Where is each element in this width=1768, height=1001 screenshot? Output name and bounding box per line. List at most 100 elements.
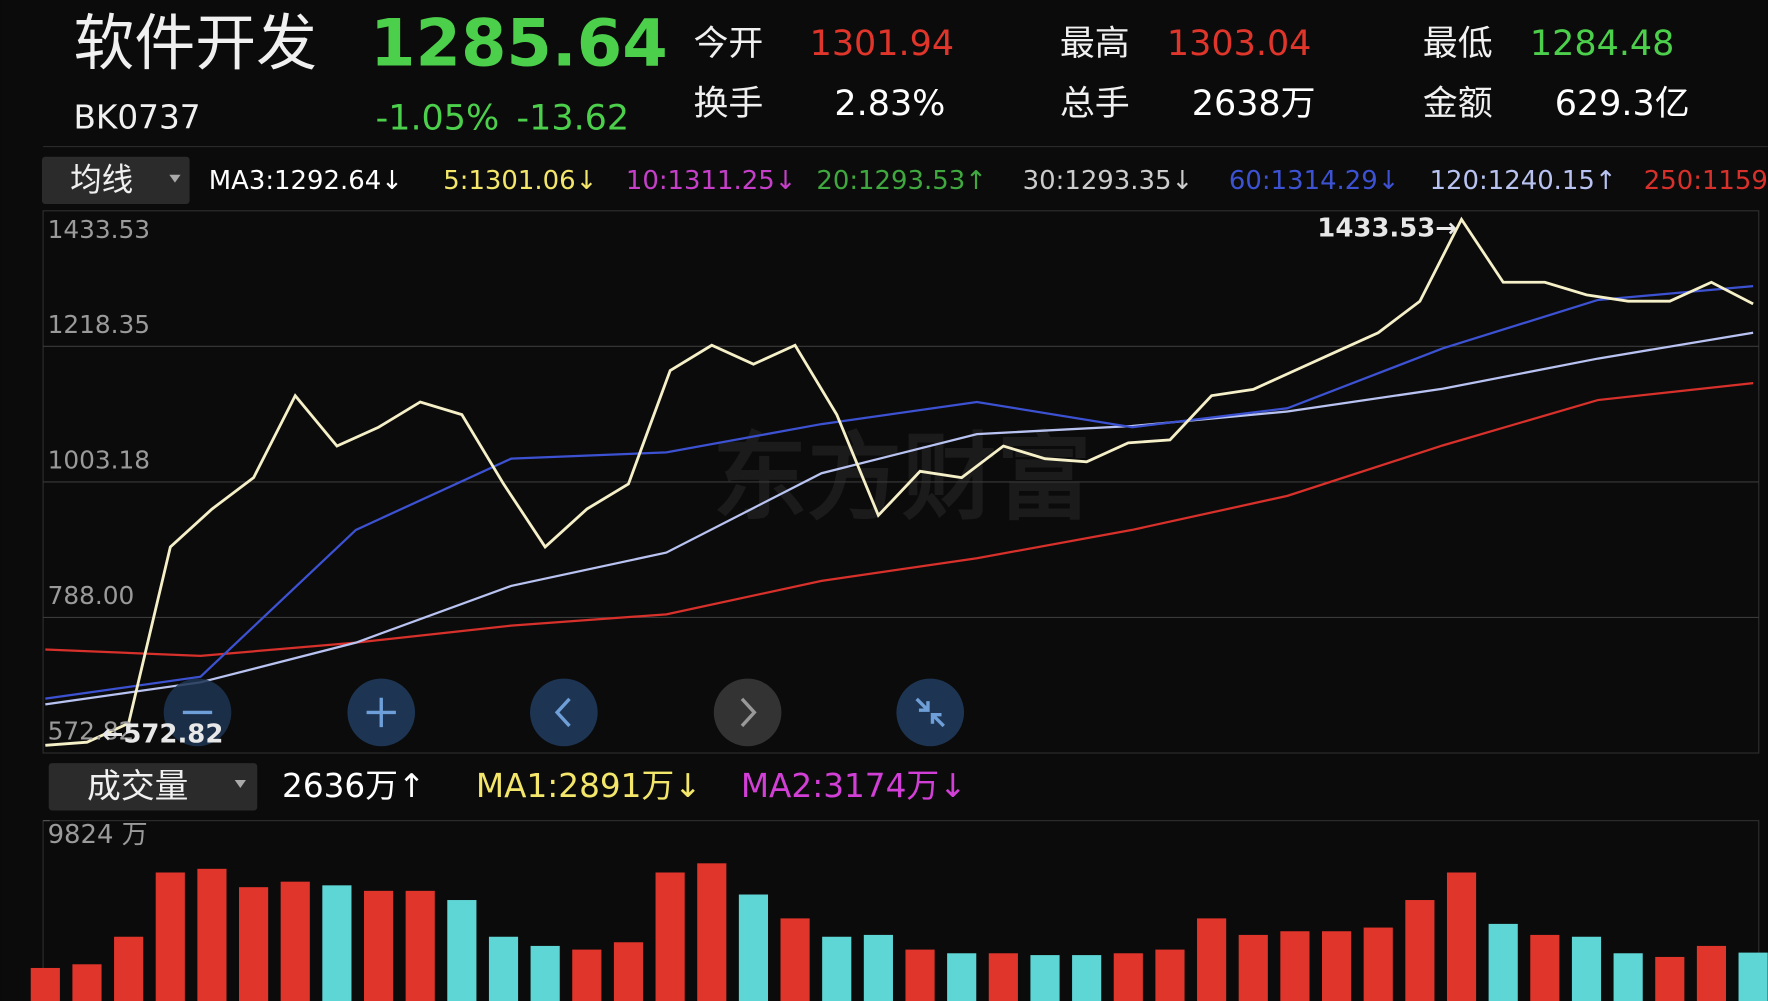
stat-label: 换手	[693, 84, 763, 124]
stat-label: 今开	[693, 24, 763, 64]
change: -13.62	[517, 98, 630, 138]
volume-bar	[1446, 872, 1477, 1001]
volume-bar	[1571, 936, 1602, 1001]
stat-value: 629.3亿	[1555, 84, 1690, 124]
button-bg[interactable]	[896, 678, 965, 747]
ma-legend: 10:1311.25↓	[626, 166, 797, 196]
volume-frame	[42, 820, 1760, 1001]
price-line	[45, 382, 1754, 657]
stat-label: 最高	[1060, 24, 1130, 64]
stat-label: 金额	[1423, 84, 1493, 124]
zoom-in-button[interactable]	[163, 678, 232, 747]
selector-label[interactable]: 均线	[70, 162, 133, 198]
ma-legend: 120:1240.15↑	[1430, 166, 1617, 196]
volume-bar	[1696, 945, 1727, 1001]
volume-bar	[780, 918, 810, 1001]
stat-value: 2638万	[1192, 84, 1316, 124]
volume-bar	[1030, 955, 1060, 1001]
volume-bar	[363, 890, 394, 1001]
price-line	[45, 331, 1754, 706]
watermark: 东方财富	[713, 424, 1092, 534]
button-bg[interactable]	[530, 678, 598, 747]
dropdown-arrow	[169, 174, 181, 183]
volume-bar	[1155, 949, 1185, 1001]
stock-name: 软件开发	[74, 8, 317, 79]
volume-bar	[280, 881, 310, 1001]
volume-bar	[1613, 953, 1643, 1001]
ma-legend: 30:1293.35↓	[1023, 166, 1194, 196]
y-tick-label: 1218.35	[48, 310, 150, 339]
ma-legend: MA3:1292.64↓	[209, 166, 403, 196]
volume-bar	[114, 936, 144, 1001]
volume-bar	[1363, 927, 1393, 1001]
prev-button[interactable]	[530, 678, 598, 747]
stat-value: 1301.94	[810, 24, 954, 64]
volume-bar	[197, 868, 227, 1001]
volume-bar	[863, 934, 893, 1001]
volume-bar	[1280, 931, 1310, 1001]
volume-bar	[572, 949, 602, 1001]
volume-bar	[822, 936, 852, 1001]
zoom-out-button[interactable]	[347, 678, 416, 747]
volume-legend: MA1:2891万↓	[476, 767, 702, 805]
price-line	[45, 284, 1754, 700]
stat-value: 1303.04	[1167, 24, 1311, 64]
volume-bar	[405, 890, 435, 1001]
icon	[366, 697, 396, 728]
icon	[915, 697, 945, 728]
volume-bar	[155, 872, 185, 1001]
y-tick-label: 788.00	[48, 581, 135, 610]
price: 1285.64	[370, 5, 668, 81]
volume-bar	[655, 872, 685, 1001]
selector-box[interactable]	[48, 763, 258, 811]
ma-legend: 20:1293.53↑	[816, 166, 987, 196]
icon	[554, 697, 571, 728]
volume-bar	[72, 964, 102, 1001]
extreme-label: ←572.82	[102, 719, 224, 749]
volume-bar	[1197, 918, 1227, 1001]
price-line	[45, 216, 1754, 747]
button-bg[interactable]	[713, 678, 782, 747]
volume-bar	[322, 885, 352, 1001]
next-button[interactable]	[713, 678, 782, 747]
volume-bar	[239, 887, 269, 1001]
extreme-label: 1433.53→	[1317, 213, 1457, 243]
stat-label: 总手	[1060, 84, 1130, 124]
volume-bar	[1405, 900, 1435, 1001]
volume-bar	[1113, 953, 1143, 1001]
volume-bar	[1238, 934, 1268, 1001]
ma-selector[interactable]: 均线	[41, 156, 190, 205]
volume-bar	[530, 945, 560, 1001]
volume-legend: 2636万↑	[282, 767, 425, 805]
volume-legend: MA2:3174万↓	[741, 767, 967, 805]
selector-box[interactable]	[41, 156, 190, 205]
y-tick-label: 572.82	[48, 717, 135, 746]
volume-bar	[1655, 956, 1685, 1001]
volume-bar	[697, 863, 727, 1001]
volume-selector[interactable]: 成交量	[48, 763, 258, 811]
stat-value: 2.83%	[834, 84, 945, 124]
plot-layer	[30, 216, 1768, 1001]
volume-bar	[738, 894, 769, 1001]
volume-bar	[1738, 952, 1768, 1001]
volume-bar	[988, 953, 1018, 1001]
y-tick-label: 1433.53	[48, 215, 150, 244]
icon	[740, 697, 757, 728]
collapse-button[interactable]	[896, 678, 965, 747]
volume-bar	[613, 942, 644, 1001]
stat-value: 1284.48	[1530, 24, 1674, 64]
volume-bar	[905, 949, 935, 1001]
volume-bar	[488, 936, 519, 1001]
selector-label[interactable]: 成交量	[87, 766, 188, 805]
volume-bar	[447, 900, 477, 1001]
stat-label: 最低	[1423, 24, 1493, 64]
dropdown-arrow	[234, 780, 246, 788]
volume-bar	[1072, 955, 1102, 1001]
volume-bar	[30, 967, 60, 1001]
volume-bar	[1488, 923, 1518, 1001]
stock-code: BK0737	[74, 98, 201, 136]
y-tick-label: 9824 万	[48, 820, 148, 850]
